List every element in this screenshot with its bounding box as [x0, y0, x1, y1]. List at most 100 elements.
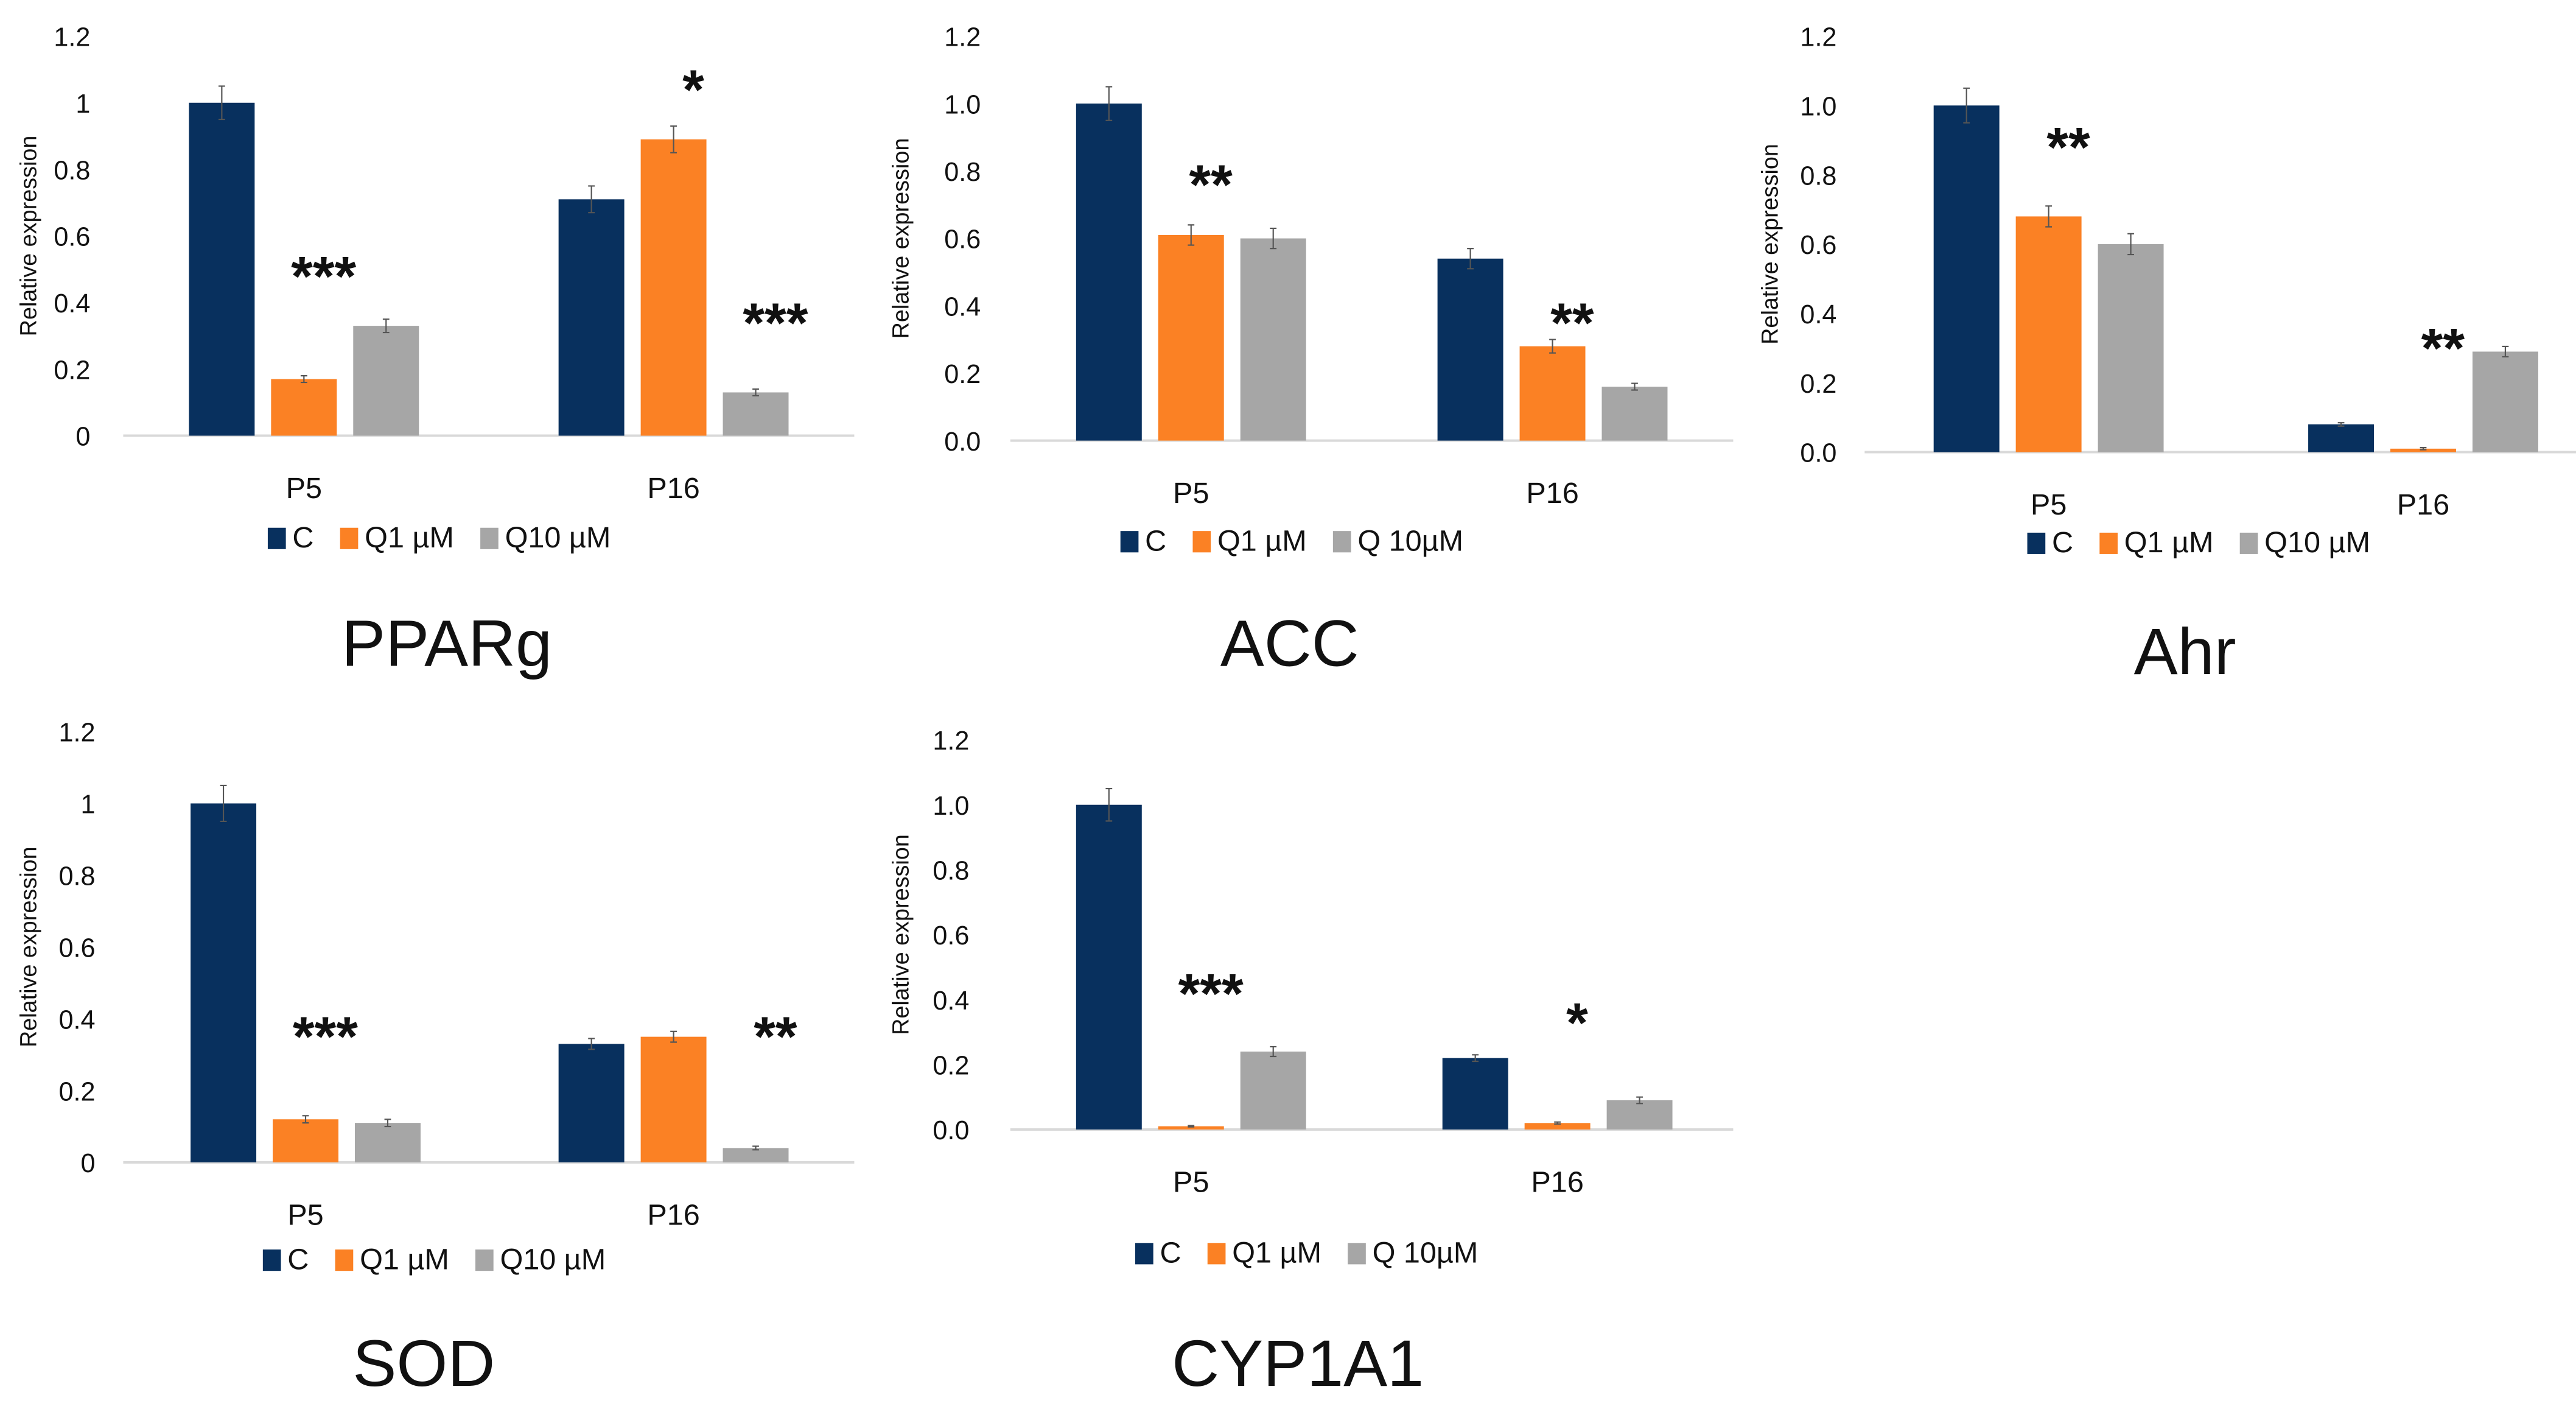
x-tick-label: P16	[1531, 1166, 1583, 1199]
y-axis-label: Relative expression	[16, 136, 41, 337]
significance-marker: *	[1566, 993, 1588, 1055]
x-tick-label: P5	[2031, 488, 2067, 521]
y-tick-label: 0.4	[944, 292, 981, 322]
legend-label: Q 10µM	[1373, 1237, 1479, 1270]
bar-q10-m-p5	[353, 326, 419, 436]
significance-marker: **	[1189, 154, 1233, 216]
error-bar	[300, 375, 307, 384]
error-bar	[2337, 422, 2345, 427]
y-tick-label: 1.2	[944, 23, 981, 52]
chart-pparg: 0 0.2 0.4 0.6 0.8 1 1.2 Relative expression P5 P1…	[16, 23, 855, 680]
error-bar	[1105, 787, 1113, 822]
chart-title: PPARg	[341, 606, 552, 680]
bar-q1-m-p16	[640, 1036, 707, 1162]
y-tick-label: 0.0	[933, 1116, 969, 1145]
legend-swatch	[1192, 531, 1211, 553]
bar-q10-m-p5	[354, 1123, 421, 1162]
y-tick-label: 1.0	[944, 90, 981, 119]
error-bar	[1554, 1121, 1561, 1125]
error-bar	[1188, 224, 1195, 246]
y-tick-label: 0.4	[59, 1005, 96, 1035]
error-bar	[752, 1145, 759, 1151]
y-tick-label: 0.6	[933, 921, 969, 950]
x-tick-label: P16	[1526, 477, 1578, 510]
y-tick-label: 1.0	[1800, 92, 1836, 121]
y-tick-label: 0.2	[1800, 370, 1836, 399]
bar-c-p5	[1076, 804, 1142, 1130]
y-tick-label: 0.4	[54, 289, 90, 318]
bar-c-p16	[558, 199, 625, 436]
legend-swatch	[1207, 1243, 1226, 1265]
x-tick-label: P16	[647, 1199, 699, 1232]
error-bar	[1631, 382, 1638, 391]
error-bar	[1188, 1125, 1195, 1128]
bar-q-10-m-p16	[1606, 1100, 1673, 1130]
bar-c-p5	[1933, 105, 2000, 452]
y-tick-label: 0.8	[59, 862, 96, 891]
significance-marker: ***	[293, 1006, 358, 1068]
significance-marker: **	[2046, 116, 2090, 178]
y-tick-label: 1.0	[933, 792, 969, 821]
legend-label: C	[287, 1243, 309, 1276]
legend-label: C	[1160, 1237, 1181, 1270]
y-tick-label: 0.2	[59, 1077, 96, 1106]
significance-marker: **	[1550, 292, 1594, 354]
bar-q1-m-p5	[2015, 216, 2082, 452]
legend-label: Q 10µM	[1357, 525, 1463, 558]
legend-label: Q10 µM	[500, 1243, 606, 1276]
x-tick-label: P5	[286, 472, 322, 505]
bar-q1-m-p5	[1158, 1126, 1224, 1130]
x-tick-label: P5	[287, 1199, 323, 1232]
error-bar	[1270, 227, 1277, 250]
significance-marker: *	[682, 59, 704, 121]
y-tick-label: 1.2	[933, 726, 969, 756]
y-tick-label: 1	[81, 790, 96, 820]
y-tick-label: 0.2	[54, 356, 90, 385]
bar-c-p16	[1442, 1058, 1508, 1130]
legend-swatch	[480, 527, 499, 549]
chart-title: Ahr	[2134, 614, 2236, 688]
error-bar	[1472, 1054, 1479, 1063]
legend-label: Q10 µM	[505, 521, 611, 554]
error-bar	[384, 1119, 391, 1128]
legend-label: C	[2052, 526, 2073, 559]
y-tick-label: 0.0	[1800, 439, 1836, 468]
bar-q1-m-p5	[271, 379, 337, 436]
legend-swatch	[262, 1249, 281, 1271]
legend-label: C	[1145, 525, 1166, 558]
bar-c-p5	[189, 102, 255, 436]
significance-marker: ***	[1178, 963, 1244, 1025]
significance-marker: **	[2421, 318, 2465, 380]
x-tick-label: P5	[1173, 477, 1209, 510]
y-tick-label: 0.6	[1800, 231, 1836, 260]
legend-label: Q1 µM	[360, 1243, 449, 1276]
significance-marker: ***	[291, 245, 356, 307]
y-tick-label: 0.6	[59, 933, 96, 963]
y-tick-label: 0.6	[54, 223, 90, 252]
error-bar	[1270, 1045, 1277, 1058]
error-bar	[220, 784, 227, 823]
legend-swatch	[1120, 531, 1139, 553]
y-tick-label: 0.4	[933, 986, 969, 1016]
y-tick-label: 0.2	[944, 360, 981, 389]
significance-marker: **	[754, 1006, 797, 1068]
legend-swatch	[1332, 531, 1351, 553]
y-tick-label: 0.6	[944, 225, 981, 255]
chart-title: ACC	[1220, 606, 1359, 680]
legend-label: Q1 µM	[2124, 526, 2214, 559]
bar-c-p16	[2308, 424, 2375, 452]
legend-swatch	[2099, 532, 2118, 554]
x-tick-label: P5	[1173, 1166, 1209, 1199]
bar-q-10-m-p5	[1240, 1051, 1306, 1130]
chart-ahr: 0.0 0.2 0.4 0.6 0.8 1.0 1.2 Relative expression…	[1757, 23, 2576, 688]
chart-title: CYP1A1	[1172, 1326, 1424, 1400]
bar-q1-m-p5	[1158, 234, 1224, 441]
y-tick-label: 0.8	[54, 156, 90, 185]
legend-label: Q1 µM	[1232, 1237, 1321, 1270]
error-bar	[1467, 248, 1474, 270]
x-tick-label: P16	[2397, 488, 2449, 521]
bar-q-10-m-p5	[1240, 238, 1306, 441]
error-bar	[2502, 345, 2509, 358]
bar-q1-m-p16	[640, 139, 707, 436]
